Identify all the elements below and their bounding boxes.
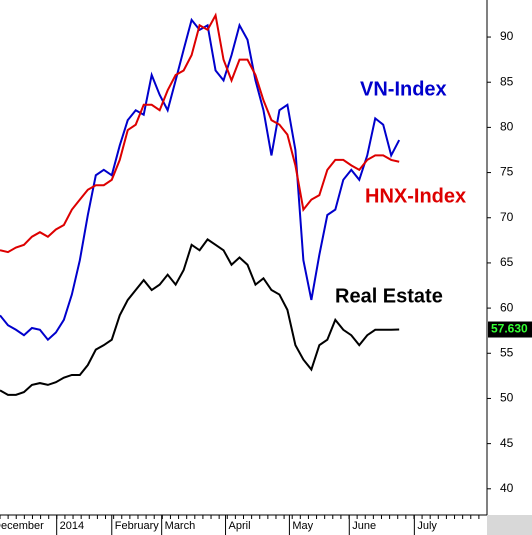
y-tick-label: 50	[500, 391, 514, 405]
x-tick-label: June	[352, 520, 376, 532]
y-tick-label: 80	[500, 120, 514, 134]
series-line	[0, 12, 400, 254]
legend-label: HNX-Index	[365, 185, 466, 207]
x-tick-label: May	[292, 520, 313, 532]
series-line	[0, 17, 401, 342]
y-tick-label: 75	[500, 165, 514, 179]
y-tick-label: 55	[500, 345, 514, 359]
y-tick-label: 60	[500, 300, 514, 314]
current-value-label: 57.630	[491, 322, 528, 336]
corner	[487, 515, 532, 535]
legend-label: Real Estate	[335, 285, 443, 307]
x-tick-label: 2014	[60, 520, 84, 532]
x-tick-label: December	[0, 520, 44, 532]
y-tick-label: 70	[500, 210, 514, 224]
series-line	[0, 238, 400, 396]
y-tick-label: 45	[500, 436, 514, 450]
y-tick-label: 40	[500, 481, 514, 495]
x-tick-label: February	[115, 520, 160, 532]
y-tick-label: 85	[500, 74, 514, 88]
legend-label: VN-Index	[360, 78, 447, 100]
x-tick-label: April	[229, 520, 251, 532]
x-tick-label: July	[417, 520, 437, 532]
y-tick-label: 90	[500, 29, 514, 43]
x-tick-label: March	[165, 520, 196, 532]
y-tick-label: 65	[500, 255, 514, 269]
current-value-box	[488, 321, 532, 338]
